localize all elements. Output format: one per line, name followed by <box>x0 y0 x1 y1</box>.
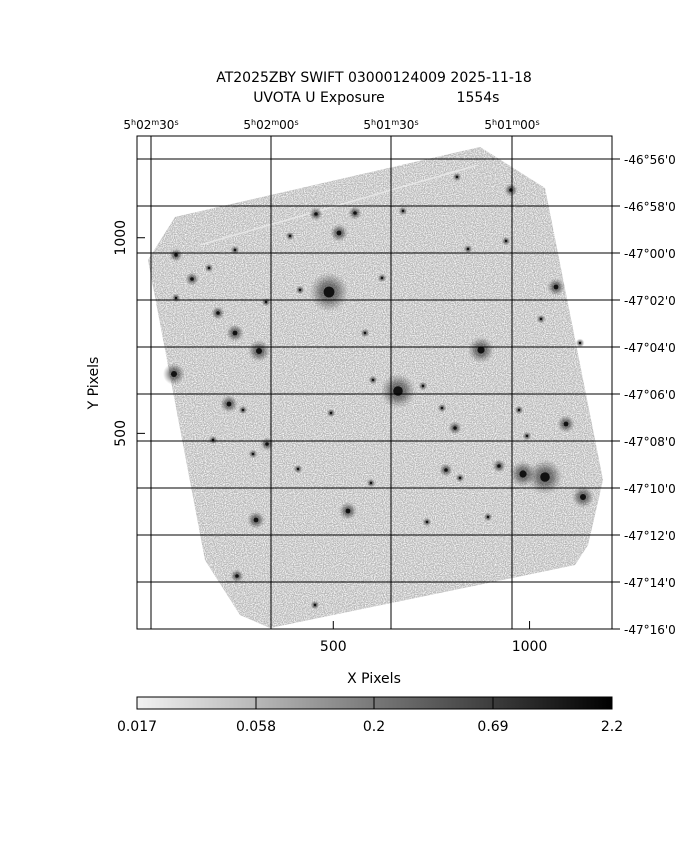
star-core <box>256 348 262 354</box>
star-core <box>345 508 351 514</box>
star-core <box>353 211 357 215</box>
star-core <box>497 464 501 468</box>
star-core <box>314 212 318 216</box>
star-core <box>578 341 582 345</box>
star-core <box>519 470 527 478</box>
ra-tick-label: 5h01m00s <box>484 118 539 132</box>
star-core <box>216 311 220 315</box>
ra-tick-label: 5h01m30s <box>363 118 418 132</box>
star-core <box>298 288 302 292</box>
dec-tick-label: -47°08'0 <box>624 435 676 449</box>
star-core <box>233 248 237 252</box>
star-core <box>336 230 342 236</box>
dec-tick-label: -46°58'0 <box>624 200 676 214</box>
colorbar-ticks: 0.017 0.058 0.2 0.69 2.2 <box>117 697 623 735</box>
star-core <box>517 408 521 412</box>
star-core <box>563 421 569 427</box>
star-core <box>540 472 550 482</box>
y-tick-label: 1000 <box>113 220 129 256</box>
star-field <box>163 172 594 610</box>
axis-ticks: 5h02m30s 5h02m00s 5h01m30s 5h01m00s -46°56'0… <box>113 118 676 655</box>
star-core <box>466 247 470 251</box>
exposure-image <box>148 147 603 628</box>
dec-tick-label: -47°00'0 <box>624 247 676 261</box>
ra-tick-label: 5h02m30s <box>123 118 178 132</box>
star-core <box>371 378 375 382</box>
colorbar-label: 0.058 <box>236 719 276 735</box>
x-tick-label: 1000 <box>512 639 548 655</box>
star-core <box>232 330 238 336</box>
star-core <box>453 426 457 430</box>
star-core <box>235 574 239 578</box>
exposure-grain <box>148 147 603 628</box>
star-core <box>458 476 462 480</box>
figure-title-line1: AT2025ZBY SWIFT 03000124009 2025-11-18 <box>216 70 532 86</box>
figure-title-line2-label: UVOTA U Exposure <box>253 90 385 106</box>
star-core <box>369 481 373 485</box>
dec-tick-label: -47°04'0 <box>624 341 676 355</box>
star-core <box>580 494 586 500</box>
star-core <box>171 371 177 377</box>
star-core <box>363 331 367 335</box>
star-core <box>486 515 490 519</box>
star-core <box>455 175 459 179</box>
dec-tick-label: -47°16'0 <box>624 623 676 637</box>
star-core <box>539 317 543 321</box>
star-core <box>190 277 194 281</box>
star-core <box>174 296 178 300</box>
x-axis-label: X Pixels <box>347 671 401 687</box>
star-core <box>525 434 529 438</box>
star-core <box>323 286 335 298</box>
dec-tick-label: -46°56'0 <box>624 153 676 167</box>
star-core <box>241 408 245 412</box>
star-core <box>444 468 448 472</box>
star-core <box>226 401 232 407</box>
star-core <box>393 386 403 396</box>
star-core <box>421 384 425 388</box>
x-tick-label: 500 <box>320 639 347 655</box>
star-core <box>477 346 485 354</box>
star-core <box>253 517 259 523</box>
star-core <box>553 284 559 290</box>
star-core <box>265 442 269 446</box>
star-core <box>174 253 178 257</box>
colorbar-label: 0.017 <box>117 719 157 735</box>
figure-title-exposure: 1554s <box>457 90 500 106</box>
ra-tick-label: 5h02m00s <box>243 118 298 132</box>
star-core <box>425 520 429 524</box>
star-core <box>288 234 292 238</box>
colorbar: 0.017 0.058 0.2 0.69 2.2 <box>117 696 623 735</box>
dec-tick-label: -47°02'0 <box>624 294 676 308</box>
star-core <box>207 266 211 270</box>
y-axis-label: Y Pixels <box>86 357 102 411</box>
y-tick-label: 500 <box>113 420 129 447</box>
colorbar-label: 2.2 <box>601 719 623 735</box>
dec-tick-label: -47°06'0 <box>624 388 676 402</box>
star-core <box>401 209 405 213</box>
coordinate-grid <box>137 136 612 629</box>
star-core <box>380 276 384 280</box>
dec-tick-label: -47°14'0 <box>624 576 676 590</box>
star-core <box>440 406 444 410</box>
detector-streak <box>199 164 479 246</box>
colorbar-label: 0.2 <box>363 719 385 735</box>
star-core <box>329 411 333 415</box>
star-core <box>264 300 268 304</box>
star-core <box>504 239 508 243</box>
plot-frame <box>136 135 613 630</box>
colorbar-label: 0.69 <box>477 719 508 735</box>
dec-tick-label: -47°10'0 <box>624 482 676 496</box>
star-core <box>313 603 317 607</box>
star-core <box>251 452 255 456</box>
dec-tick-label: -47°12'0 <box>624 529 676 543</box>
star-core <box>296 467 300 471</box>
